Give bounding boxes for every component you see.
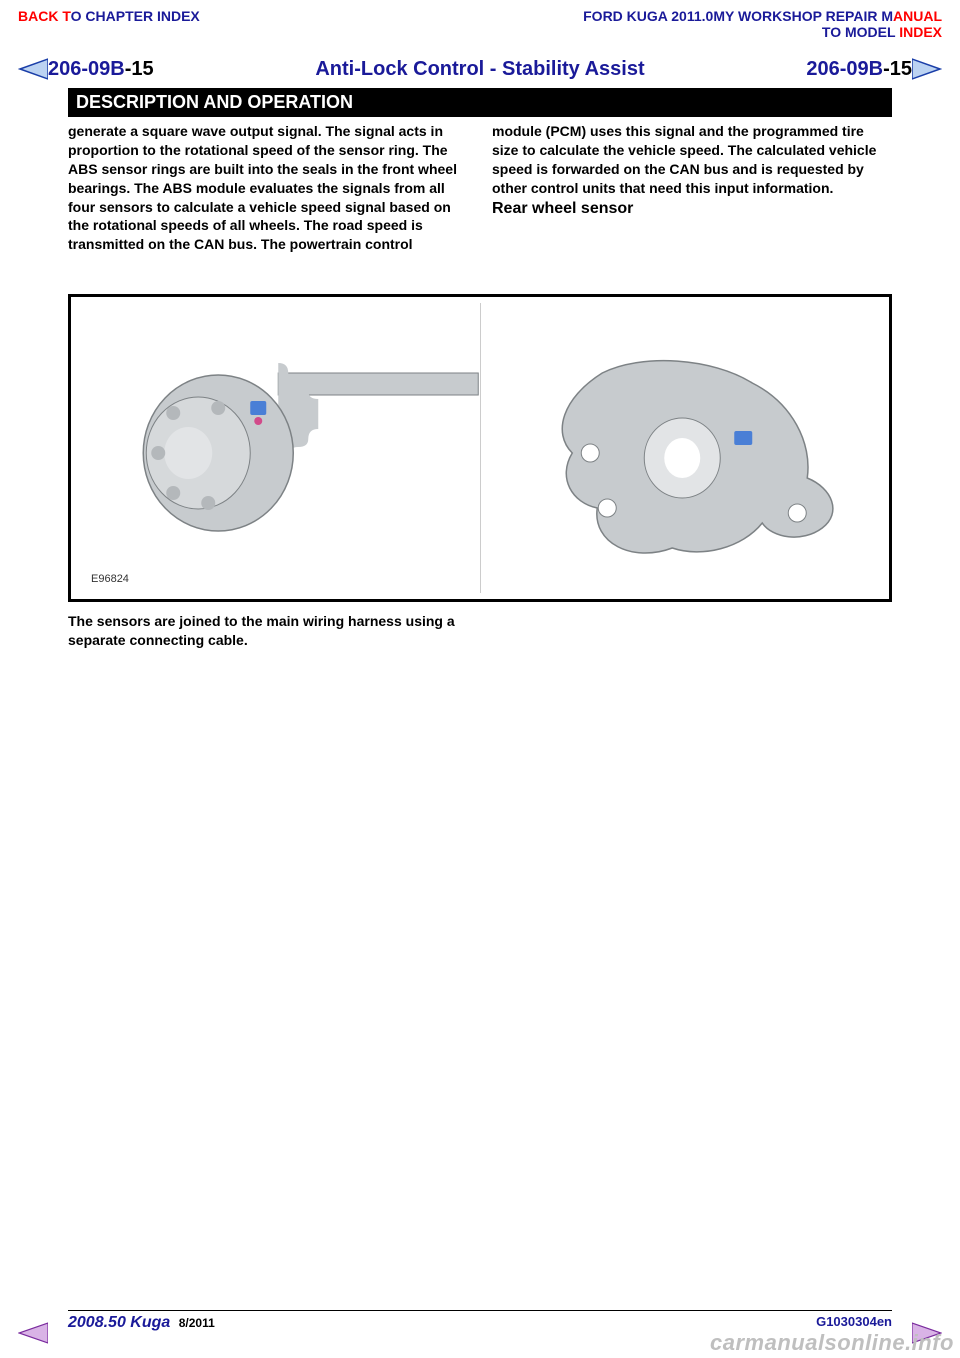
section-title: Anti-Lock Control - Stability Assist: [154, 58, 807, 81]
section-code-right: 206-09B-15: [806, 58, 912, 81]
footer-rule: [68, 1310, 892, 1311]
footer-year: 2008.50: [68, 1314, 126, 1331]
section-header-row: 206-09B-15 Anti-Lock Control - Stability…: [18, 54, 942, 84]
back-to-chapter-link[interactable]: BACK TO CHAPTER INDEX: [18, 8, 200, 24]
body-right-para: module (PCM) uses this signal and the pr…: [492, 122, 892, 198]
body-col-right: module (PCM) uses this signal and the pr…: [492, 122, 892, 254]
footer-code: 8/2011: [179, 1316, 215, 1330]
chevron-left-icon: [20, 59, 48, 79]
rear-knuckle-illustration: [481, 303, 884, 593]
footer-left: 2008.50 Kuga 8/2011: [68, 1314, 215, 1332]
back-rest: O CHAPTER INDEX: [71, 8, 200, 24]
front-hub-illustration: [77, 303, 480, 593]
figure-panel-left: [77, 303, 480, 593]
footer-prev-arrow[interactable]: [18, 1322, 48, 1344]
figure-box: E96824: [68, 294, 892, 602]
body-col-left: generate a square wave output signal. Th…: [68, 122, 468, 254]
figure-label: E96824: [91, 573, 129, 585]
figure-inner: E96824: [77, 303, 883, 593]
body-text-columns: generate a square wave output signal. Th…: [68, 122, 892, 254]
footer-doc-id: G1030304en: [816, 1314, 892, 1329]
to-model-link[interactable]: TO MODEL: [822, 24, 899, 40]
manual-title-block: FORD KUGA 2011.0MY WORKSHOP REPAIR MANUA…: [583, 8, 942, 40]
next-page-arrow[interactable]: [912, 57, 942, 81]
prev-page-arrow[interactable]: [18, 57, 48, 81]
chevron-right-icon: [912, 59, 940, 79]
description-operation-bar: DESCRIPTION AND OPERATION: [68, 88, 892, 117]
chevron-left-icon: [19, 1323, 48, 1343]
back-prefix: BACK T: [18, 8, 71, 24]
body-left-para: generate a square wave output signal. Th…: [68, 122, 468, 254]
watermark: carmanualsonline.info: [710, 1330, 954, 1356]
figure-panel-right: [481, 303, 884, 593]
manual-line1-blue: FORD KUGA 2011.0MY WORKSHOP REPAIR M: [583, 8, 893, 24]
manual-line1-red: ANUAL: [893, 8, 942, 24]
footer-model: Kuga: [130, 1314, 170, 1331]
rear-wheel-sensor-subhead: Rear wheel sensor: [492, 198, 892, 220]
section-code-left: 206-09B-15: [48, 58, 154, 81]
to-model-red: INDEX: [899, 24, 942, 40]
post-figure-paragraph: The sensors are joined to the main wirin…: [68, 612, 478, 650]
